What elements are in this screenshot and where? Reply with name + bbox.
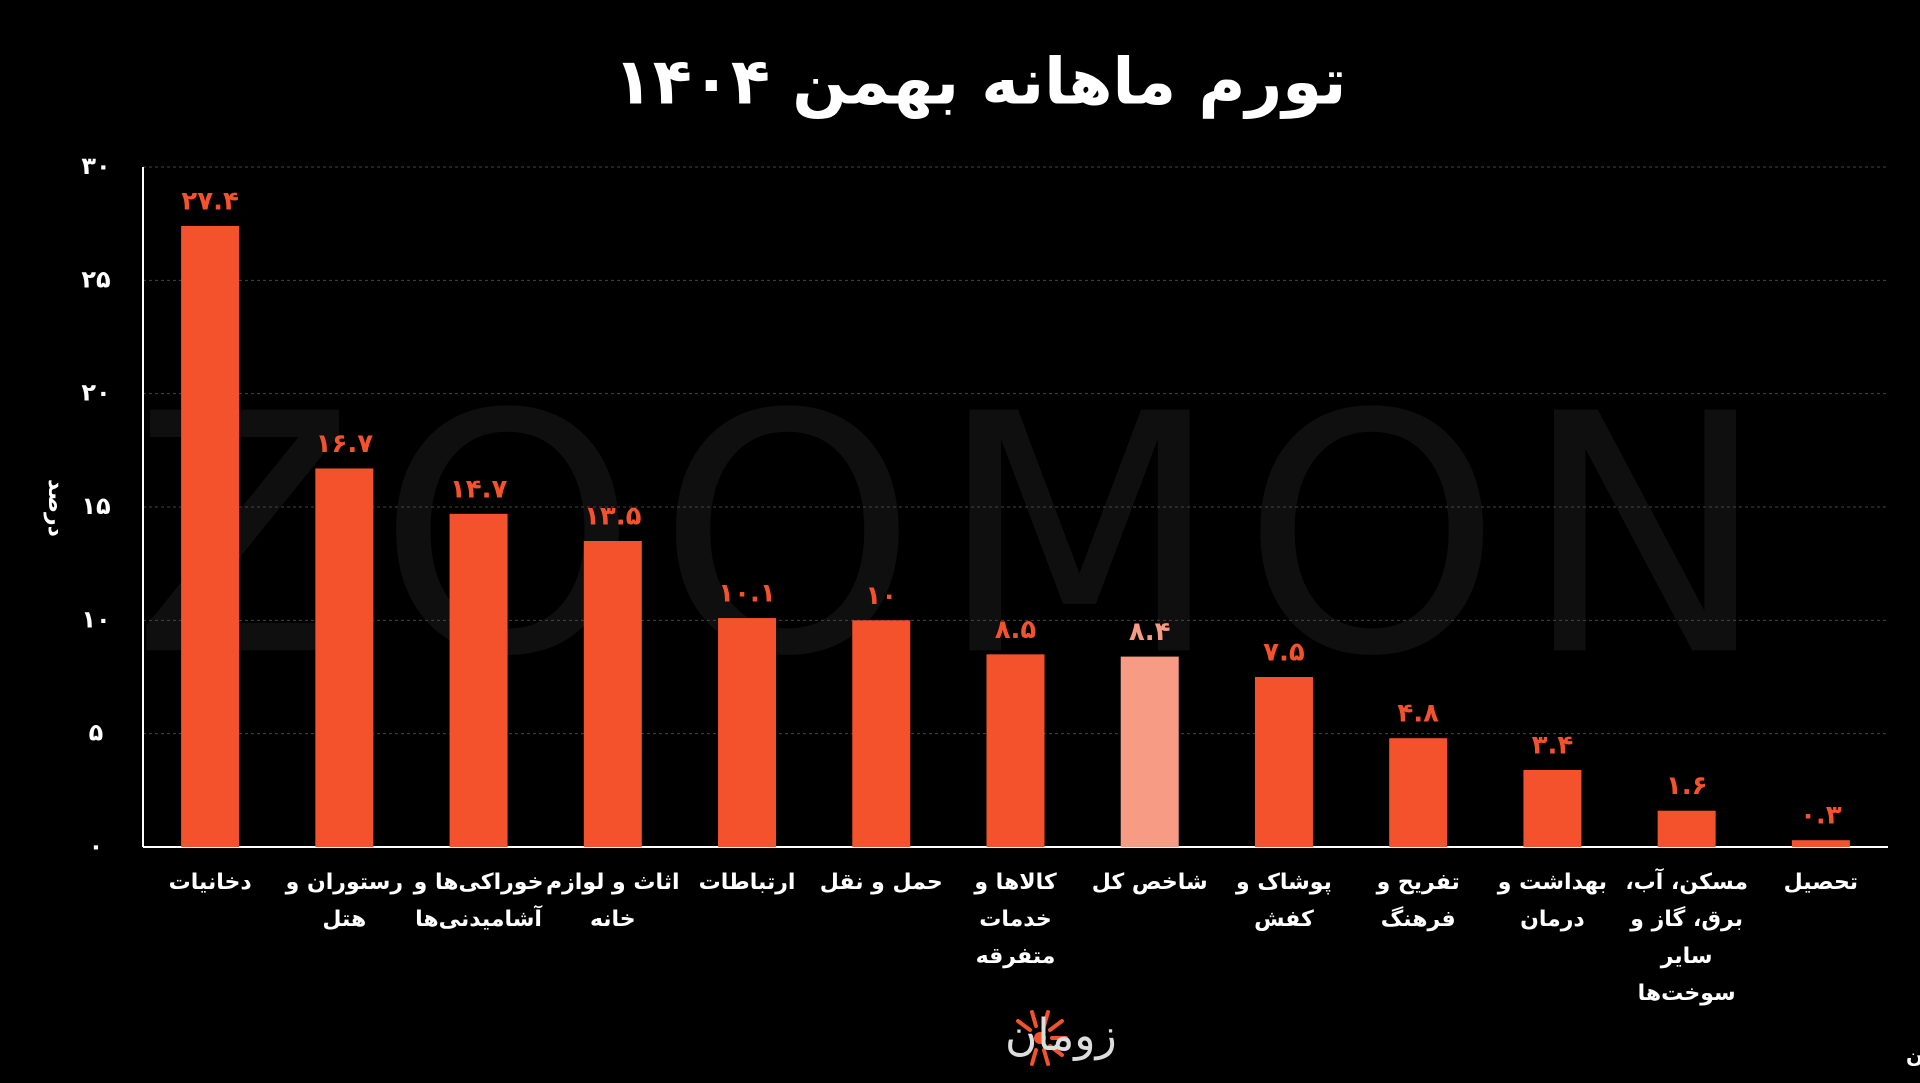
bar — [1254, 677, 1313, 847]
bar — [1389, 738, 1448, 847]
logo-dot — [1034, 1032, 1046, 1044]
x-tick-label: بهداشت و درمان — [1497, 870, 1608, 932]
value-label: ۱۴.۷ — [450, 474, 508, 504]
bar — [1657, 810, 1716, 847]
bar — [315, 468, 374, 847]
bar — [1120, 656, 1179, 847]
value-label: ۱.۶ — [1666, 771, 1708, 801]
value-label: ۱۰.۱ — [718, 579, 775, 609]
value-label: ۳.۴ — [1532, 730, 1574, 760]
x-tick-label: خوراکی‌ها و آشامیدنی‌ها — [413, 870, 544, 932]
logo-text: زومان — [1005, 1010, 1117, 1061]
bar — [1523, 769, 1582, 847]
x-tick-label: تفریح و فرهنگ — [1376, 870, 1460, 932]
y-tick-label: ۳۰ — [81, 152, 110, 180]
x-tick-label: مسکن، آب، برق، گاز و سایر سوخت‌ها — [1625, 870, 1748, 1006]
value-label: ۱۶.۷ — [316, 429, 374, 459]
bar — [852, 620, 911, 847]
bar — [583, 541, 642, 847]
logo-icon — [1016, 1010, 1068, 1066]
y-tick-label: ۵ — [89, 719, 104, 747]
watermark: ZOOMON — [132, 344, 1789, 728]
value-label: ۱۳.۵ — [584, 502, 642, 532]
source: منبع داده: بانک مرکزی ایران — [1906, 1044, 1920, 1068]
y-tick-label: ۱۵ — [81, 492, 110, 520]
y-tick-label: ۲۵ — [81, 265, 110, 293]
value-label: ۲۷.۴ — [181, 186, 238, 216]
x-tick-label: پوشاک و کفش — [1236, 870, 1332, 932]
logo-rays — [1016, 1010, 1068, 1066]
bar — [1791, 840, 1850, 847]
chart-title: تورم ماهانه بهمن ۱۴۰۴ — [614, 46, 1347, 120]
x-tick-label: حمل و نقل — [819, 870, 943, 895]
value-label: ۷.۵ — [1263, 638, 1305, 668]
value-label: ۰.۳ — [1800, 801, 1842, 831]
value-label: ۸.۴ — [1129, 617, 1171, 647]
y-tick-label: ۰ — [89, 832, 104, 860]
x-tick-label: اثاث و لوازم خانه — [546, 870, 680, 932]
y-tick-label: ۲۰ — [81, 379, 110, 407]
value-label: ۴.۸ — [1397, 699, 1439, 729]
y-tick-label: ۱۰ — [81, 605, 110, 633]
x-tick-label: دخانیات — [168, 870, 252, 895]
x-tick-label: رستوران و هتل — [285, 870, 404, 932]
x-tick-label: ارتباطات — [698, 870, 796, 895]
y-axis-label: درصد — [43, 479, 68, 537]
bar — [181, 225, 240, 847]
bar — [986, 654, 1045, 847]
x-tick-label: شاخص کل — [1091, 870, 1208, 895]
x-tick-label: تحصیل — [1783, 870, 1859, 895]
value-label: ۱۰ — [865, 581, 897, 611]
bar — [718, 618, 777, 847]
value-label: ۸.۵ — [995, 615, 1037, 645]
x-tick-label: کالاها و خدمات متفرقه — [974, 870, 1057, 969]
bar — [449, 513, 508, 847]
